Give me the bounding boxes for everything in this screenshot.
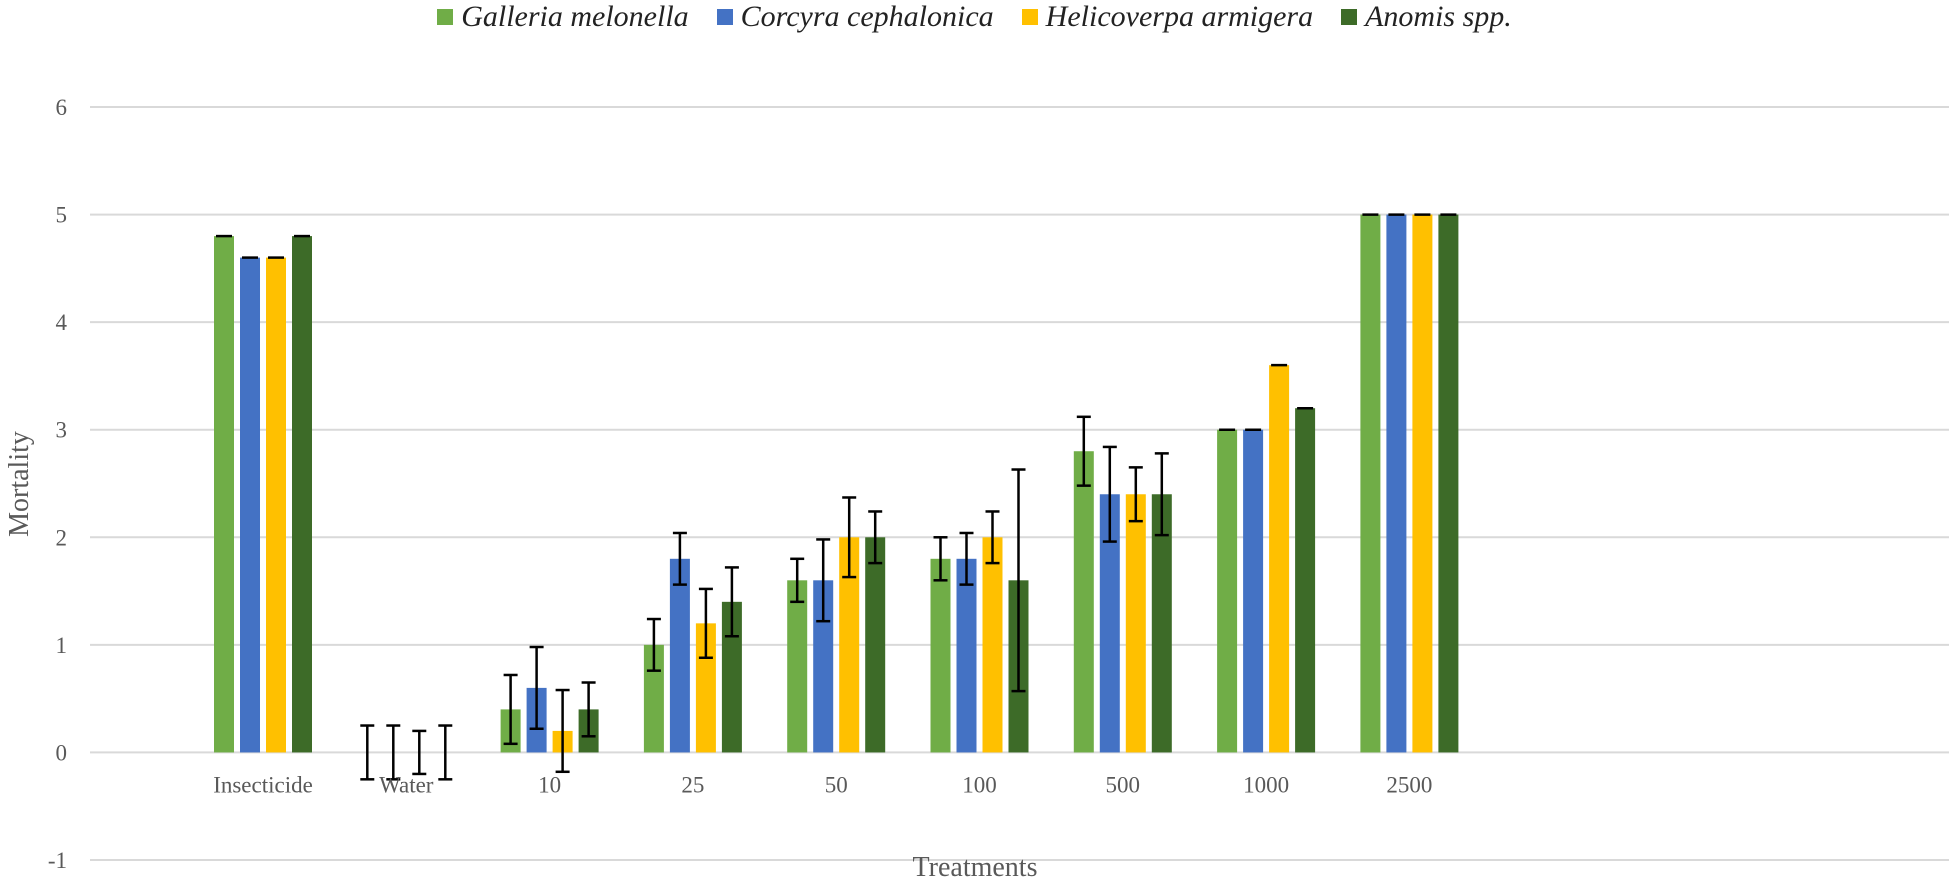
error-bar-0-2 [503, 673, 518, 746]
bar-0-5 [930, 558, 951, 753]
error-bar-2-3 [698, 587, 713, 660]
error-bar-2-6 [1128, 466, 1143, 523]
legend-swatch-anomis [1341, 9, 1358, 25]
bar-1-7 [1243, 429, 1264, 753]
bar-3-8 [1438, 214, 1459, 753]
error-bar-1-5 [959, 531, 974, 586]
legend-item-helicoverpa: Helicoverpa armigera [1021, 0, 1314, 34]
bar-0-4 [787, 580, 808, 753]
error-bar-1-4 [816, 538, 831, 623]
bar-2-0 [266, 257, 286, 753]
error-bar-2-4 [842, 496, 857, 579]
error-bar-1-6 [1102, 445, 1117, 543]
y-tick-label: 4 [56, 310, 68, 335]
bar-0-0 [214, 236, 234, 753]
error-bar-0-1 [360, 724, 375, 781]
error-bar-2-1 [412, 729, 427, 776]
y-tick-label: 5 [56, 203, 68, 228]
bar-1-8 [1386, 214, 1407, 753]
x-axis-ticks: Insecticide Water 10 25 50 100 500 1000 2500 [213, 772, 1432, 797]
error-bar-2-5 [985, 510, 1000, 565]
bar-0-7 [1217, 429, 1238, 753]
y-tick-label: -1 [48, 848, 67, 873]
bar-3-7 [1295, 408, 1316, 753]
error-bar-1-2 [529, 645, 544, 731]
bar-3-0 [292, 236, 312, 753]
bar-1-5 [956, 558, 977, 753]
bar-2-8 [1412, 214, 1433, 753]
x-tick-label: 10 [538, 772, 561, 797]
error-bar-1-3 [672, 531, 687, 586]
y-tick-label: 2 [56, 525, 68, 550]
x-tick-label: 1000 [1243, 772, 1289, 797]
legend-label-corcyra: Corcyra cephalonica [740, 0, 994, 33]
x-tick-label: 50 [825, 772, 848, 797]
bar-2-6 [1125, 494, 1146, 753]
x-tick-label: 500 [1106, 772, 1141, 797]
legend-label-anomis: Anomis spp. [1365, 0, 1512, 33]
bar-2-4 [839, 537, 860, 753]
error-bar-0-3 [646, 617, 661, 672]
bar-2-5 [982, 537, 1003, 753]
error-bar-0-6 [1076, 415, 1091, 487]
y-axis-title: Mortality [4, 431, 35, 537]
y-tick-label: 0 [56, 740, 68, 765]
error-bar-3-2 [581, 681, 596, 738]
error-bar-1-1 [386, 724, 401, 781]
x-tick-label: Insecticide [213, 772, 313, 797]
error-bar-3-6 [1154, 452, 1169, 537]
bar-0-6 [1073, 451, 1094, 753]
bar-1-6 [1099, 494, 1120, 753]
x-tick-label: 2500 [1386, 772, 1432, 797]
bar-3-3 [721, 601, 742, 753]
x-tick-label: 25 [681, 772, 704, 797]
bar-1-4 [813, 580, 834, 753]
error-bar-0-4 [790, 557, 805, 604]
bar-3-6 [1151, 494, 1172, 753]
legend-item-corcyra: Corcyra cephalonica [716, 0, 994, 34]
error-bar-3-4 [868, 510, 883, 565]
x-axis-title: Treatments [913, 852, 1038, 882]
y-tick-label: 1 [56, 633, 68, 658]
bar-3-4 [865, 537, 886, 753]
y-axis-ticks: -1 0 1 2 3 4 5 6 [48, 95, 68, 873]
legend-label-galleria: Galleria melonella [461, 0, 689, 33]
legend-swatch-galleria [437, 9, 454, 25]
chart-legend: Galleria melonella Corcyra cephalonica H… [0, 0, 1949, 34]
bar-0-8 [1360, 214, 1381, 753]
x-tick-label: 100 [962, 772, 997, 797]
error-bar-0-5 [933, 536, 948, 582]
bar-1-3 [669, 558, 690, 753]
legend-item-galleria: Galleria melonella [437, 0, 689, 34]
legend-label-helicoverpa: Helicoverpa armigera [1045, 0, 1314, 33]
bar-2-3 [695, 623, 716, 753]
legend-swatch-corcyra [716, 9, 733, 25]
bar-series [214, 214, 1459, 753]
legend-swatch-helicoverpa [1021, 9, 1038, 25]
y-tick-label: 6 [56, 95, 68, 120]
error-bar-3-5 [1011, 468, 1026, 693]
error-bar-3-1 [438, 724, 453, 781]
legend-item-anomis: Anomis spp. [1341, 0, 1512, 34]
x-tick-label: Water [379, 772, 434, 797]
bar-2-7 [1269, 365, 1290, 753]
error-bar-2-2 [555, 688, 570, 774]
error-bar-3-3 [724, 566, 739, 638]
bar-1-0 [240, 257, 260, 753]
error-bars [216, 213, 1457, 781]
y-tick-label: 3 [56, 418, 68, 443]
